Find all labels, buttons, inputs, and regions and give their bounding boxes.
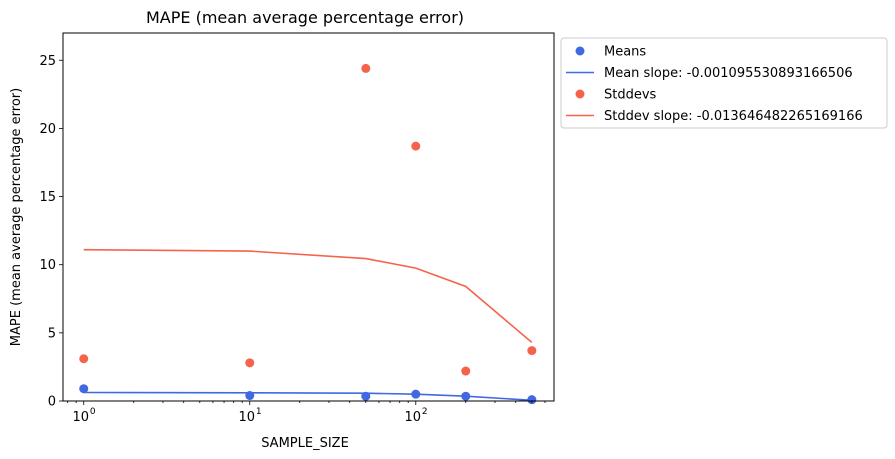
y-axis: 0 5 10 15 20 25 [39, 54, 63, 410]
series-line-1 [83, 391, 532, 402]
y-tick-label: 10 [39, 258, 56, 273]
x-axis: 10 0 10 1 10 2 [67, 401, 546, 425]
x-tick-label: 10 [405, 410, 422, 425]
data-point-2-0 [79, 354, 89, 364]
data-point-2-1 [245, 358, 255, 368]
legend-dot-marker [575, 46, 585, 56]
plot-frame [62, 32, 555, 402]
y-axis-label: MAPE (mean average percentage error) [9, 88, 24, 346]
y-tick-label: 0 [48, 395, 56, 410]
y-tick-label: 25 [39, 54, 56, 69]
x-tick-exponent: 0 [90, 407, 96, 417]
x-tick-exponent: 2 [422, 407, 428, 417]
legend-dot-marker [575, 89, 585, 99]
chart-title: MAPE (mean average percentage error) [146, 8, 464, 27]
plot-area [79, 63, 537, 405]
y-tick-label: 15 [39, 190, 56, 205]
x-axis-label: SAMPLE_SIZE [261, 436, 349, 451]
legend-label: Stddev slope: -0.013646482265169166 [604, 109, 863, 124]
x-tick-label: 10 [238, 410, 255, 425]
legend-label: Mean slope: -0.001095530893166506 [604, 66, 853, 81]
legend-frame [560, 37, 888, 129]
y-tick-label: 20 [39, 122, 56, 137]
legend-label: Means [604, 45, 646, 60]
data-point-2-3 [411, 141, 421, 151]
legend: Means Mean slope: -0.001095530893166506 St… [560, 37, 888, 129]
data-point-2-5 [527, 346, 537, 356]
x-tick-label: 10 [72, 410, 89, 425]
data-point-0-0 [79, 384, 89, 394]
data-point-2-4 [461, 366, 471, 376]
legend-label: Stddevs [604, 88, 657, 103]
series-line-3 [83, 248, 533, 344]
y-tick-label: 5 [48, 326, 56, 341]
x-tick-exponent: 1 [256, 407, 262, 417]
data-point-2-2 [361, 63, 371, 73]
